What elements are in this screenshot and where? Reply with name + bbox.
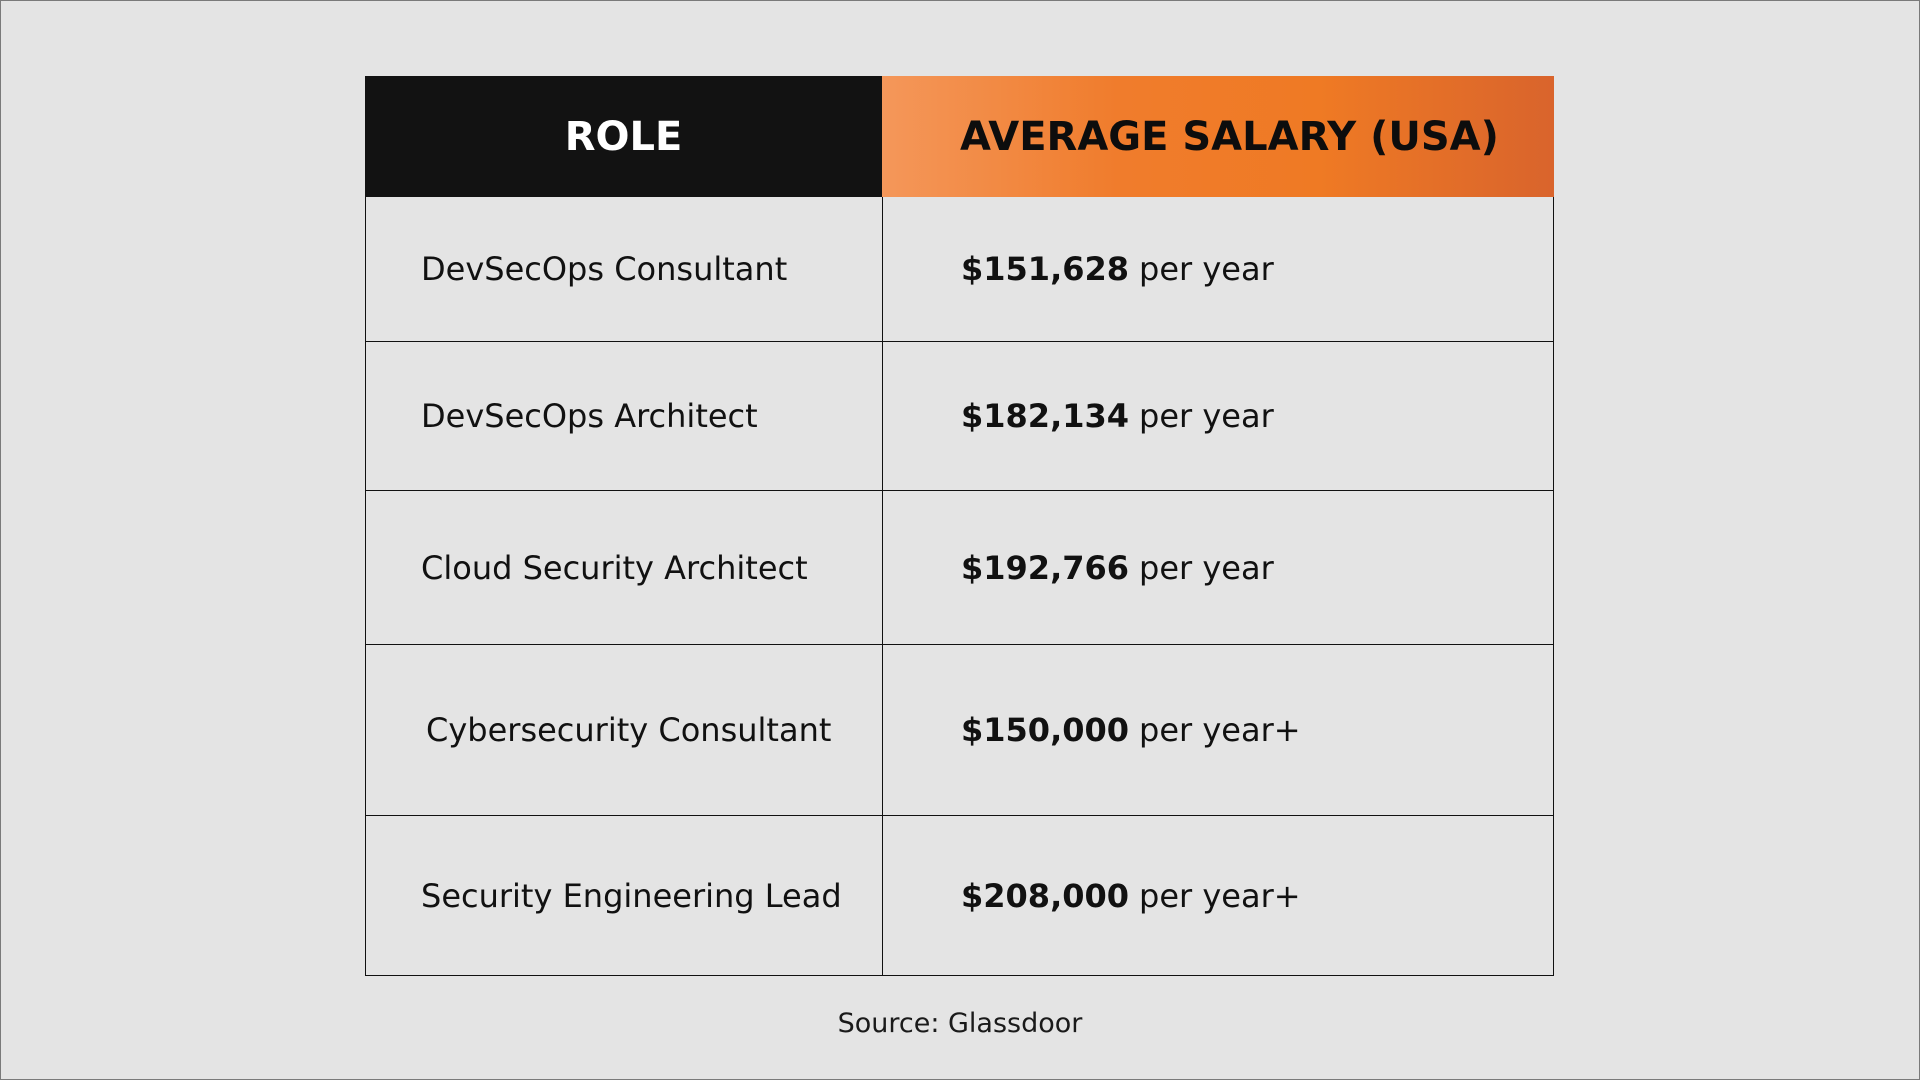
role-cell: DevSecOps Consultant <box>366 197 883 341</box>
salary-suffix: per year <box>1139 250 1274 288</box>
source-caption: Source: Glassdoor <box>837 1008 1083 1039</box>
header-role-label: ROLE <box>564 113 683 160</box>
salary-cell: $150,000 per year+ <box>883 645 1553 815</box>
role-name: Security Engineering Lead <box>421 876 842 915</box>
salary-cell: $182,134 per year <box>883 342 1553 490</box>
header-role: ROLE <box>365 76 882 197</box>
table-row: Cybersecurity Consultant $150,000 per yea… <box>365 645 1554 816</box>
salary-amount: $150,000 <box>961 711 1130 749</box>
table-row: DevSecOps Consultant $151,628 per year <box>365 197 1554 342</box>
role-cell: DevSecOps Architect <box>366 342 883 490</box>
table-row: Security Engineering Lead $208,000 per ye… <box>365 816 1554 976</box>
salary-amount: $192,766 <box>961 548 1130 587</box>
salary-cell: $192,766 per year <box>883 491 1553 644</box>
salary-cell: $208,000 per year+ <box>883 816 1553 975</box>
salary-cell: $151,628 per year <box>883 197 1553 341</box>
role-name: Cloud Security Architect <box>421 548 808 587</box>
salary-amount: $151,628 <box>961 250 1130 288</box>
role-name: DevSecOps Architect <box>421 397 758 435</box>
header-salary: AVERAGE SALARY (USA) <box>882 76 1554 197</box>
role-cell: Cybersecurity Consultant <box>366 645 883 815</box>
salary-amount: $182,134 <box>961 397 1130 435</box>
role-name: Cybersecurity Consultant <box>426 711 832 749</box>
salary-table: ROLE AVERAGE SALARY (USA) DevSecOps Cons… <box>365 76 1554 976</box>
table-row: DevSecOps Architect $182,134 per year <box>365 342 1554 491</box>
salary-suffix: per year+ <box>1139 876 1301 915</box>
role-cell: Security Engineering Lead <box>366 816 883 975</box>
salary-suffix: per year <box>1139 548 1274 587</box>
salary-suffix: per year <box>1139 397 1274 435</box>
role-name: DevSecOps Consultant <box>421 250 788 288</box>
role-cell: Cloud Security Architect <box>366 491 883 644</box>
table-row: Cloud Security Architect $192,766 per yea… <box>365 491 1554 645</box>
header-salary-label: AVERAGE SALARY (USA) <box>960 113 1499 160</box>
salary-amount: $208,000 <box>961 876 1130 915</box>
salary-suffix: per year+ <box>1139 711 1301 749</box>
